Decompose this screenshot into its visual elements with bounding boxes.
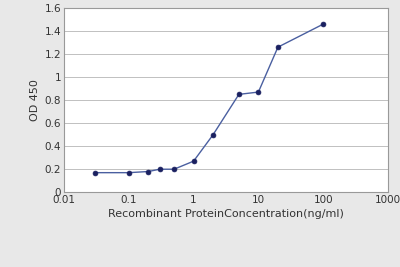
X-axis label: Recombinant ProteinConcentration(ng/ml): Recombinant ProteinConcentration(ng/ml) — [108, 209, 344, 219]
Y-axis label: OD 450: OD 450 — [30, 79, 40, 121]
